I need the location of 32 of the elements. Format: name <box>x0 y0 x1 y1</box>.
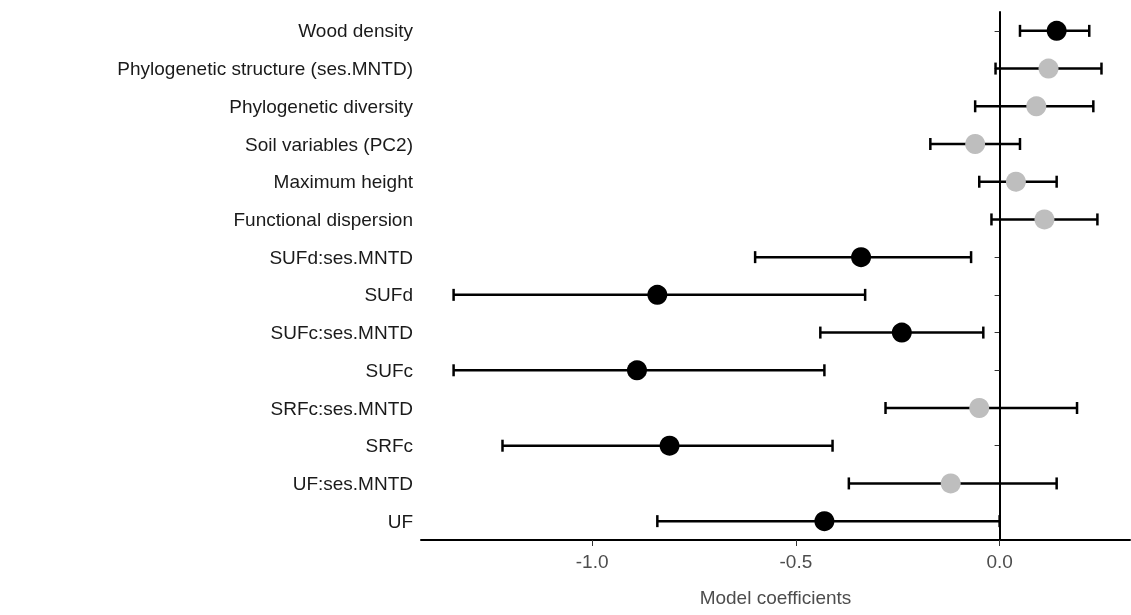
point <box>659 435 680 456</box>
point <box>1046 20 1067 41</box>
point <box>851 247 872 268</box>
point <box>1038 58 1059 79</box>
point <box>891 322 912 343</box>
point <box>965 134 986 154</box>
y-tick-label: UF <box>387 510 413 532</box>
point <box>1034 209 1055 230</box>
y-tick-label: SUFc <box>365 359 413 381</box>
point <box>626 360 647 381</box>
y-tick-label: SUFc:ses.MNTD <box>270 322 413 344</box>
point <box>814 511 835 532</box>
y-tick-label: Phylogenetic diversity <box>229 95 414 117</box>
x-tick-label: -0.5 <box>779 551 813 572</box>
y-tick-label: Soil variables (PC2) <box>245 133 413 155</box>
x-axis-title: Model coefficients <box>699 587 852 608</box>
y-tick-label: Functional dispersion <box>233 208 413 230</box>
point <box>969 398 990 418</box>
point <box>1026 96 1047 117</box>
x-tick-label: -1.0 <box>575 551 609 572</box>
y-tick-label: SRFc <box>365 435 413 457</box>
y-tick-label: Maximum height <box>273 171 414 193</box>
y-tick-label: SUFd:ses.MNTD <box>269 246 413 268</box>
x-tick-label: 0.0 <box>986 551 1013 572</box>
y-tick-label: SRFc:ses.MNTD <box>270 397 413 419</box>
point <box>647 284 668 305</box>
y-tick-label: Phylogenetic structure (ses.MNTD) <box>117 58 413 80</box>
y-tick-label: UF:ses.MNTD <box>292 472 413 494</box>
y-tick-label: Wood density <box>298 20 414 42</box>
y-tick-label: SUFd <box>364 284 413 306</box>
point <box>940 473 961 494</box>
point <box>1005 171 1026 192</box>
